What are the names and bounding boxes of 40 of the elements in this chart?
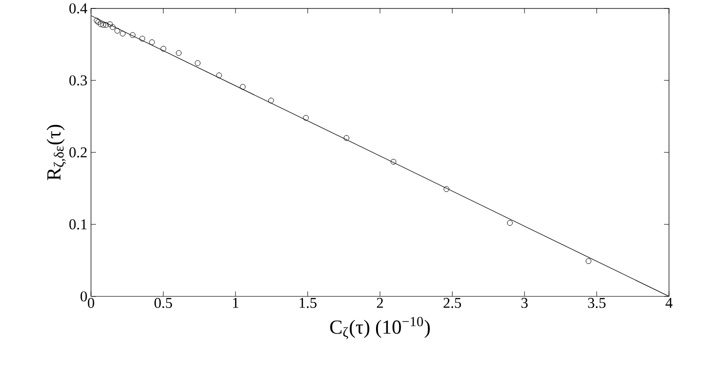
point <box>100 22 106 28</box>
x-tick-label: 0 <box>88 298 94 308</box>
point <box>110 24 116 30</box>
point <box>344 134 350 141</box>
x-tick-label: 2.5 <box>444 298 462 308</box>
x-tick-label: 1 <box>233 298 238 308</box>
y-axis-title: R$_{ζ,δε}$(τ) <box>46 124 66 180</box>
x-tick-label: 3.5 <box>588 298 606 308</box>
x-tick-label: 4 <box>666 298 672 308</box>
x-tick-label: 2 <box>376 298 383 308</box>
point <box>216 72 222 78</box>
point <box>103 22 109 28</box>
point <box>390 158 396 164</box>
point <box>120 30 126 36</box>
point <box>160 46 166 52</box>
x-axis-title: C$_{ζ}$(τ) (10$^{−10}$) <box>330 316 430 340</box>
point <box>139 36 146 42</box>
x-tick-label: 1.5 <box>300 298 317 308</box>
point <box>130 32 136 38</box>
y-tick-label: 0.3 <box>69 75 87 86</box>
point <box>303 114 309 120</box>
x-tick-label: 3 <box>521 298 528 308</box>
x-tick-label: 0.5 <box>154 298 172 308</box>
point <box>98 21 104 27</box>
y-tick-label: 0.1 <box>69 219 87 230</box>
point <box>194 60 200 66</box>
point <box>176 50 182 56</box>
point <box>444 186 450 192</box>
y-tick-label: 0 <box>80 291 87 302</box>
y-tick-label: 0.4 <box>69 3 88 14</box>
point <box>114 28 120 34</box>
point <box>268 98 274 104</box>
y-tick-label: 0.2 <box>69 147 87 158</box>
point <box>240 84 246 90</box>
point <box>95 19 102 25</box>
point <box>149 39 155 45</box>
point <box>107 21 113 27</box>
point <box>94 18 100 24</box>
point <box>507 220 513 226</box>
point <box>586 258 592 264</box>
